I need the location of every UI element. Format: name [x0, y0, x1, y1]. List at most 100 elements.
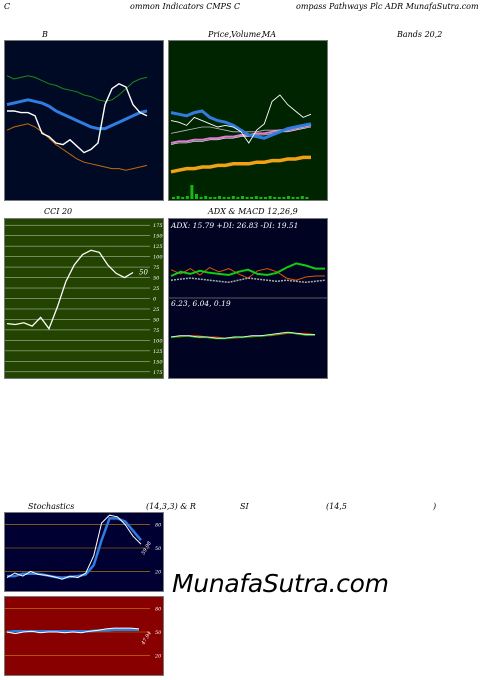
cci-tick-label: 75 — [153, 328, 159, 334]
bands-title: Bands 20,2 — [397, 30, 443, 39]
stoch-panel: 80 50 20 59.98 — [4, 512, 164, 592]
volume-bar — [254, 196, 258, 199]
volume-bar — [296, 197, 300, 199]
volume-bar — [236, 197, 240, 199]
price-volume-ma-chart — [169, 41, 327, 200]
rsi-tick-label: 20 — [154, 653, 162, 659]
volume-bar — [199, 197, 203, 199]
macd-histogram-line — [170, 332, 315, 340]
ma-line-white — [170, 126, 312, 145]
cci-tick-label: 75 — [153, 265, 159, 271]
adx-values: ADX: 15.79 +DI: 26.83 -DI: 19.51 — [171, 221, 299, 230]
volume-bar — [245, 197, 249, 199]
ma-line-orange — [170, 155, 311, 174]
header-center-left: ommon Indicators CMPS C — [130, 2, 241, 11]
volume-bar — [250, 197, 254, 199]
rsi-tick-label: 80 — [155, 607, 162, 613]
rsi-params: (14,5 — [326, 502, 347, 511]
cci-line — [6, 249, 134, 331]
volume-bar — [259, 197, 263, 199]
cci-tick-label: 150 — [153, 234, 163, 240]
cci-tick-label: 100 — [153, 338, 163, 344]
volume-bar — [204, 196, 208, 199]
stoch-title: Stochastics — [28, 502, 75, 511]
volume-bar — [222, 197, 226, 199]
cci-last-value: 50 — [139, 269, 148, 277]
volume-bar — [305, 197, 309, 199]
panel-background — [169, 41, 327, 200]
plus-di-line — [170, 262, 325, 277]
volume-bar — [218, 196, 221, 199]
panel-background — [5, 597, 163, 675]
cci-tick-label: 175 — [153, 223, 163, 229]
middle-band-line — [6, 98, 148, 131]
close-price-line — [7, 82, 148, 154]
cci-chart: 175 150 125 100 75 50 25 0 25 50 75 100 125 150 175 50 — [5, 219, 163, 378]
volume-bar — [208, 197, 212, 199]
macd-values: 6.23, 6.04, 0.19 — [171, 299, 231, 308]
volume-title: Volume, — [231, 30, 264, 39]
bollinger-title: B — [42, 30, 48, 39]
cci-title: CCI 20 — [44, 207, 73, 216]
price-title: Price, — [208, 30, 232, 39]
cci-tick-label: 25 — [152, 286, 159, 292]
volume-bar — [181, 197, 185, 199]
bollinger-chart — [5, 41, 163, 200]
volume-bar — [268, 196, 272, 199]
panel-background — [169, 219, 327, 378]
adx-macd-panel: ADX: 15.79 +DI: 26.83 -DI: 19.51 6.23, 6… — [168, 218, 328, 379]
volume-bar — [195, 194, 198, 199]
price-panel — [168, 40, 328, 201]
stoch-k-line — [6, 514, 142, 580]
cci-tick-label: 125 — [153, 244, 163, 250]
si-title: SI — [240, 502, 249, 511]
lower-band-line — [6, 123, 148, 171]
adx-line — [170, 277, 326, 284]
header-left: C — [4, 2, 11, 11]
stoch-tick-label: 20 — [154, 569, 162, 575]
macd-line — [170, 331, 315, 339]
volume-bar — [176, 196, 180, 199]
volume-bar — [273, 197, 277, 199]
adx-macd-title: ADX & MACD 12,26,9 — [208, 207, 298, 216]
cci-tick-label: 50 — [153, 276, 160, 282]
cci-tick-label: 125 — [153, 349, 163, 355]
volume-bar — [291, 197, 295, 199]
watermark: MunafaSutra.com — [172, 569, 389, 598]
rsi-panel: 80 50 20 47.94 — [4, 596, 164, 676]
price-line — [170, 94, 312, 144]
volume-bar — [241, 196, 244, 199]
cci-panel: 175 150 125 100 75 50 25 0 25 50 75 100 125 150 175 50 — [4, 218, 164, 379]
bollinger-panel — [4, 40, 164, 201]
cci-tick-label: 25 — [152, 307, 159, 313]
volume-bar — [185, 196, 189, 199]
header-center-right: ompass Pathways Plc ADR MunafaSutra.com — [296, 2, 479, 11]
stoch-params: (14,3,3) & R — [146, 502, 196, 511]
stoch-tick-label: 50 — [155, 546, 162, 552]
cci-tick-label: 50 — [153, 317, 160, 323]
cci-tick-label: 175 — [153, 370, 163, 376]
upper-band-line — [6, 75, 148, 102]
volume-bar — [213, 197, 217, 199]
panel-background — [5, 41, 163, 200]
volume-bar — [287, 196, 290, 199]
volume-bar — [231, 196, 235, 199]
volume-bar — [300, 196, 304, 199]
rsi-line — [6, 627, 140, 635]
rsi-params-close: ) — [433, 502, 437, 511]
rsi-tick-label: 50 — [155, 630, 162, 636]
volume-bar — [264, 197, 267, 199]
volume-bar — [277, 197, 281, 199]
volume-bar — [190, 185, 194, 199]
volume-bar — [227, 197, 231, 199]
cci-tick-label: 100 — [153, 255, 163, 261]
stoch-tick-label: 80 — [155, 523, 162, 529]
ma-line-blue — [170, 109, 312, 140]
ma-title: MA — [262, 30, 276, 39]
adx-macd-chart — [169, 219, 327, 378]
volume-bar — [282, 197, 286, 199]
cci-tick-label: 0 — [153, 297, 157, 303]
panel-background — [5, 513, 163, 591]
